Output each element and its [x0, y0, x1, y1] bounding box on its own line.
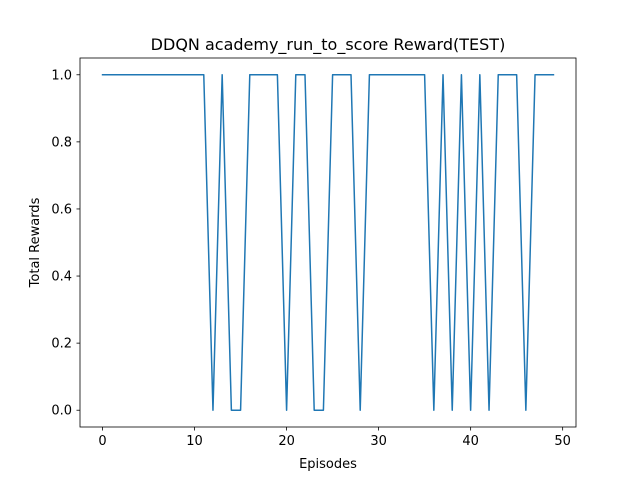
- x-axis-title: Episodes: [299, 457, 357, 472]
- y-tick-label: 0.0: [51, 404, 72, 419]
- y-tick-label: 0.4: [51, 270, 72, 285]
- x-tick-label: 30: [370, 434, 387, 449]
- axes-layer: 0 10 20 30 40 50 0.0 0.2 0.4 0.6 0.8 1.0: [51, 57, 577, 449]
- y-tick-label: 1.0: [51, 68, 72, 83]
- series-line-0: [101, 74, 555, 411]
- x-tick-label: 50: [554, 434, 571, 449]
- x-tick-label: 40: [462, 434, 479, 449]
- y-axis-title: Total Rewards: [28, 197, 43, 288]
- x-tick-label: 10: [186, 434, 203, 449]
- x-tick-label: 20: [278, 434, 295, 449]
- chart-title: DDQN academy_run_to_score Reward(TEST): [151, 35, 506, 55]
- x-tick-label: 0: [98, 434, 106, 449]
- y-tick-label: 0.8: [51, 135, 72, 150]
- y-tick-label: 0.6: [51, 202, 72, 217]
- y-tick-label: 0.2: [51, 337, 72, 352]
- axes-frame: [79, 57, 577, 428]
- series-layer: [101, 74, 555, 411]
